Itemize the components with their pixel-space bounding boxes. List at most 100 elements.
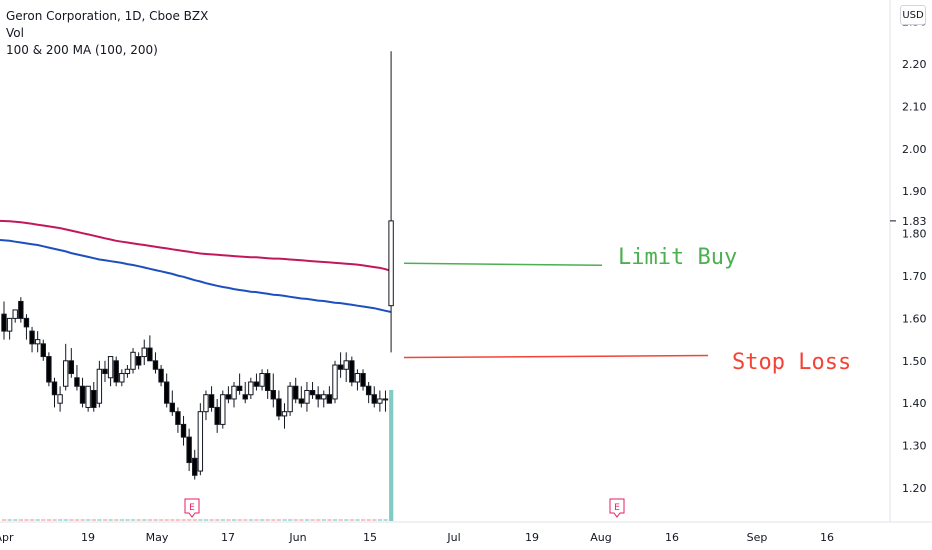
candle bbox=[180, 415, 187, 446]
volume-bar bbox=[164, 519, 169, 521]
candle-body bbox=[337, 364, 344, 370]
candle-body bbox=[186, 436, 192, 464]
stop-loss-label: Stop Loss bbox=[732, 350, 852, 375]
volume-bar bbox=[91, 519, 96, 521]
candle-body bbox=[107, 356, 114, 379]
candle bbox=[63, 343, 69, 391]
volume-bar bbox=[181, 519, 186, 521]
volume-bar bbox=[248, 519, 254, 521]
volume-bar bbox=[18, 519, 24, 521]
candle bbox=[152, 352, 159, 374]
candle bbox=[270, 373, 276, 408]
candle-body bbox=[388, 220, 394, 307]
candle-body bbox=[51, 381, 58, 396]
candle bbox=[96, 360, 103, 408]
candle bbox=[197, 403, 204, 476]
candle-body bbox=[130, 351, 136, 370]
candle-body bbox=[91, 389, 97, 408]
candle bbox=[186, 428, 192, 472]
volume-bar bbox=[159, 519, 164, 521]
y-tick-label: 1.20 bbox=[902, 482, 927, 495]
candle bbox=[242, 382, 248, 404]
candle bbox=[214, 398, 220, 433]
candle-body bbox=[203, 394, 209, 413]
candle-body bbox=[18, 300, 24, 319]
volume-bar bbox=[209, 519, 214, 521]
candle-body bbox=[309, 389, 316, 396]
y-tick-label: 1.30 bbox=[902, 440, 927, 453]
volume-bar bbox=[327, 519, 332, 521]
volume-bar bbox=[203, 519, 209, 521]
candle bbox=[40, 339, 46, 361]
candle-body bbox=[74, 377, 80, 387]
x-tick-label: 16 bbox=[665, 531, 679, 544]
candle-body bbox=[259, 373, 265, 387]
x-tick-label: Sep bbox=[747, 531, 768, 544]
volume-bar bbox=[243, 519, 248, 521]
volume-bar bbox=[310, 519, 315, 521]
candle bbox=[85, 385, 91, 412]
y-tick-label: 1.80 bbox=[902, 228, 927, 241]
candle bbox=[264, 369, 271, 399]
candle-body bbox=[208, 394, 215, 408]
candle-body bbox=[119, 373, 125, 383]
candle bbox=[371, 386, 377, 408]
candle bbox=[113, 356, 119, 387]
symbol-title: Geron Corporation, 1D, Cboe BZX bbox=[6, 9, 209, 23]
currency-button[interactable]: USD bbox=[900, 5, 926, 25]
candle-body bbox=[298, 398, 305, 404]
candle bbox=[382, 390, 389, 412]
candle bbox=[135, 352, 142, 370]
candle-body bbox=[6, 317, 13, 332]
candle bbox=[231, 382, 237, 408]
earnings-badge bbox=[609, 498, 625, 518]
candle bbox=[253, 373, 260, 391]
candle bbox=[79, 377, 86, 408]
candle bbox=[6, 317, 13, 340]
volume-bar bbox=[361, 519, 366, 521]
candle bbox=[276, 390, 282, 421]
candle bbox=[124, 365, 131, 378]
candle bbox=[259, 369, 265, 391]
candle-body bbox=[287, 385, 293, 413]
candle bbox=[360, 369, 366, 391]
candle-body bbox=[371, 394, 377, 404]
candle bbox=[29, 326, 35, 353]
candle bbox=[175, 407, 181, 433]
volume-bar bbox=[63, 519, 68, 521]
candle bbox=[57, 386, 63, 412]
limit-buy-label: Limit Buy bbox=[618, 245, 738, 270]
candle-body bbox=[293, 385, 299, 400]
volume-bar bbox=[237, 519, 242, 521]
volume-bar bbox=[232, 519, 237, 521]
candle-body bbox=[326, 394, 333, 404]
volume-bar bbox=[58, 519, 63, 521]
candle bbox=[377, 390, 383, 412]
volume-bar bbox=[187, 519, 192, 521]
candle bbox=[315, 386, 321, 408]
volume-bar bbox=[260, 519, 265, 521]
candle bbox=[236, 373, 243, 395]
current-price-label: 1.83 bbox=[902, 215, 927, 228]
earnings-marker: E bbox=[609, 498, 625, 518]
volume-bar bbox=[131, 519, 136, 521]
volume-bar bbox=[304, 519, 310, 521]
candle-body bbox=[158, 368, 164, 383]
candle bbox=[68, 348, 75, 378]
y-tick-label: 2.10 bbox=[902, 100, 927, 113]
candle bbox=[91, 382, 97, 412]
candle bbox=[74, 365, 80, 391]
candle bbox=[337, 352, 344, 378]
candle bbox=[130, 348, 136, 374]
chart-legend: Geron Corporation, 1D, Cboe BZX Vol 100 … bbox=[6, 8, 208, 59]
volume-bar bbox=[226, 519, 231, 521]
candle bbox=[192, 449, 198, 480]
candle bbox=[309, 382, 316, 399]
candle bbox=[119, 369, 125, 387]
candle-body bbox=[141, 347, 147, 358]
x-tick-label: 16 bbox=[820, 531, 834, 544]
candle-body bbox=[40, 343, 46, 358]
candle-body bbox=[197, 411, 204, 472]
candle-body bbox=[96, 368, 103, 404]
